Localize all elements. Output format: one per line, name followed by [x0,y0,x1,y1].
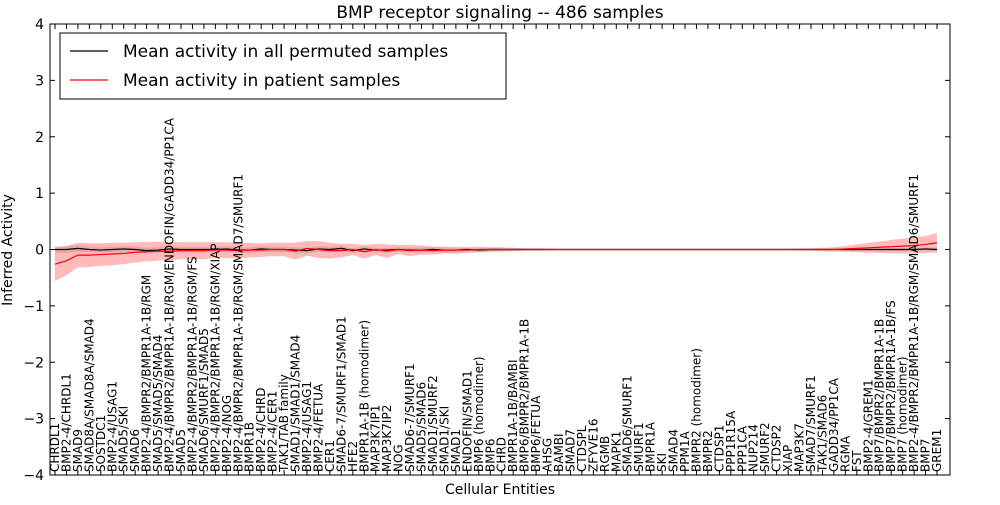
x-tick-label: BMP2-4/GREM1 [861,379,875,472]
x-tick-label: SMAD9 [71,429,85,472]
x-tick-label: BMP7/BMPR2/BMPR1A-1B/FS [884,300,898,472]
x-tick-label: SMURF1 [632,422,646,472]
x-tick-label: TAK1/TAB family [277,374,291,473]
x-tick-label: BMPR1B [243,422,257,472]
x-tick-label: CTDSP2 [770,425,784,472]
series-patient-band [55,233,937,282]
x-tick-label: SOSTDC1 [94,415,108,472]
x-tick-label: BMP2-4/CER1 [266,391,280,472]
x-tick-label: SMAD5/SKI [117,406,131,472]
y-tick-label: 1 [35,186,44,202]
x-tick-label: SMAD1 [449,429,463,472]
x-axis-label: Cellular Entities [445,482,555,498]
x-tick-label: BMP2-4/BMPR2/BMPR1A-1B/RGM/SMAD7/SMURF1 [231,174,245,472]
x-tick-label: PPP1CA [735,425,749,472]
x-tick-label: BMP2-4/CHRDL1 [59,373,73,472]
x-tick-label: SMAD5/SMAD5/SMAD4 [151,335,165,472]
x-tick-label: PPP1R15A [724,410,738,472]
x-tick-label: BMP6 [483,439,497,472]
x-tick-label: NOG [392,444,406,472]
x-tick-label: SKI [655,453,669,472]
x-tick-label: BMPR2 (homodimer) [689,348,703,472]
x-tick-label: BMPR1A-1B/BAMBI [506,359,520,472]
y-axis-label: Inferred Activity [0,194,16,306]
x-tick-label: MAPK1 [609,431,623,472]
x-tick-label: ZFYVE16 [586,418,600,472]
x-tick-label: CTDSPL [575,425,589,472]
legend-label-patient: Mean activity in patient samples [123,71,400,91]
x-tick-label: SMAD1/SKI [437,406,451,472]
x-tick-label: GREM1 [930,429,944,472]
legend-label-permuted: Mean activity in all permuted samples [123,42,448,62]
x-tick-label: BMP6/BMPR2/BMPR1A-1B [518,319,532,472]
x-tick-label: NUP214 [747,424,761,472]
x-tick-label: BMP2-4/USAG1 [300,381,314,472]
x-tick-label: XIAP [781,445,795,472]
x-tick-label: BMP2-4/NOG [220,395,234,472]
y-tick-label: −3 [23,412,44,428]
y-tick-label: 4 [35,17,44,33]
x-tick-label: CHRD [495,437,509,472]
x-tick-label: SMAD6/SMURF1 [621,375,635,472]
x-tick-label: SMAD7 [563,429,577,472]
x-tick-label: AHSG [541,438,555,472]
x-tick-label: SMAD6-7/SMURF1 [403,363,417,472]
x-tick-label: BMP7 [919,439,933,472]
x-tick-label: SMAD4 [667,429,681,472]
x-tick-label: SMAD5/SMAD6 [415,382,429,472]
x-tick-label: PPM1A [678,431,692,472]
x-tick-label: SMAD6 [128,429,142,472]
x-tick-label: MAP3K7IP1 [369,405,383,472]
x-tick-label: MAP3K7 [793,423,807,472]
x-tick-label: CTDSP1 [712,425,726,472]
x-tick-label: TAK1/SMAD6 [815,395,829,473]
x-tick-label: SMAD1/SMURF2 [426,375,440,472]
x-tick-label: CHRDL1 [48,423,62,472]
x-tick-label: BMP6/FETUA [529,395,543,472]
legend: Mean activity in all permuted samples Mea… [59,32,507,100]
x-tick-label: SMAD5 [174,429,188,472]
x-tick-label: BAMBI [552,433,566,472]
x-tick-label: BMPR2 [701,430,715,472]
x-tick-label: BMP2-4/FETUA [311,383,325,472]
x-tick-label: BMP7 (homodimer) [896,356,910,472]
y-tick-label: 3 [35,73,44,89]
x-tick-label: BMP2-4/BMPR2/BMPR1A-1B/RGM [140,275,154,472]
x-tick-label: BMP2-4/USAG1 [105,381,119,472]
y-tick-label: −1 [23,299,44,315]
x-tick-label: BMP2-4/BMPR2/BMPR1A-1B/RGM/XIAP [208,243,222,472]
x-tick-label: BMP2-4/BMPR2/BMPR1A-1B/RGM/ENDOFIN/GADD3… [163,117,177,472]
x-tick-label: SMAD7/SMURF1 [804,375,818,472]
x-tick-label: SMURF2 [758,422,772,472]
x-tick-label: BMP2-4/BMPR2/BMPR1A-1B/RGM/SMAD6/SMURF1 [907,174,921,472]
x-tick-label: FST [850,450,864,472]
x-tick-label: GADD34/PP1CA [827,377,841,472]
x-tick-label: ENDOFIN/SMAD1 [460,370,474,472]
x-tick-label: CER1 [323,440,337,472]
x-tick-label: BMP2-4/CHRD [254,388,268,472]
x-tick-label: HFE2 [346,441,360,472]
x-tick-label: BMP2-4/BMPR2/BMPR1A-1B/RGM/FS [185,256,199,472]
plot-area: −4−3−2−101234CHRDL1BMP2-4/CHRDL1SMAD9SMA… [23,17,951,484]
series-patient-line [54,242,938,265]
y-tick-label: 2 [35,130,44,146]
y-tick-label: −2 [23,355,44,371]
legend-box [59,32,507,100]
x-tick-label: RGMA [838,435,852,472]
chart-title: BMP receptor signaling -- 486 samples [336,3,663,23]
x-tick-label: SMAD6-7/SMURF1/SMAD1 [334,316,348,472]
x-tick-label: BMPR1A [644,421,658,472]
x-tick-label: RGMB [598,436,612,472]
x-tick-label: BMP6 (homodimer) [472,356,486,472]
x-tick-label: BMPR1A-1B (homodimer) [357,320,371,472]
x-tick-label: MAP3K7IP2 [380,405,394,472]
x-tick-label: SMAD6/SMURF1/SMAD5 [197,328,211,472]
x-tick-label: SMAD8A/SMAD8A/SMAD4 [82,318,96,472]
x-tick-label: BMP7/BMPR2/BMPR1A-1B [873,319,887,472]
x-tick-label: SMAD1/SMAD1/SMAD4 [289,335,303,472]
y-tick-label: −4 [23,468,44,484]
y-tick-label: 0 [35,243,44,259]
